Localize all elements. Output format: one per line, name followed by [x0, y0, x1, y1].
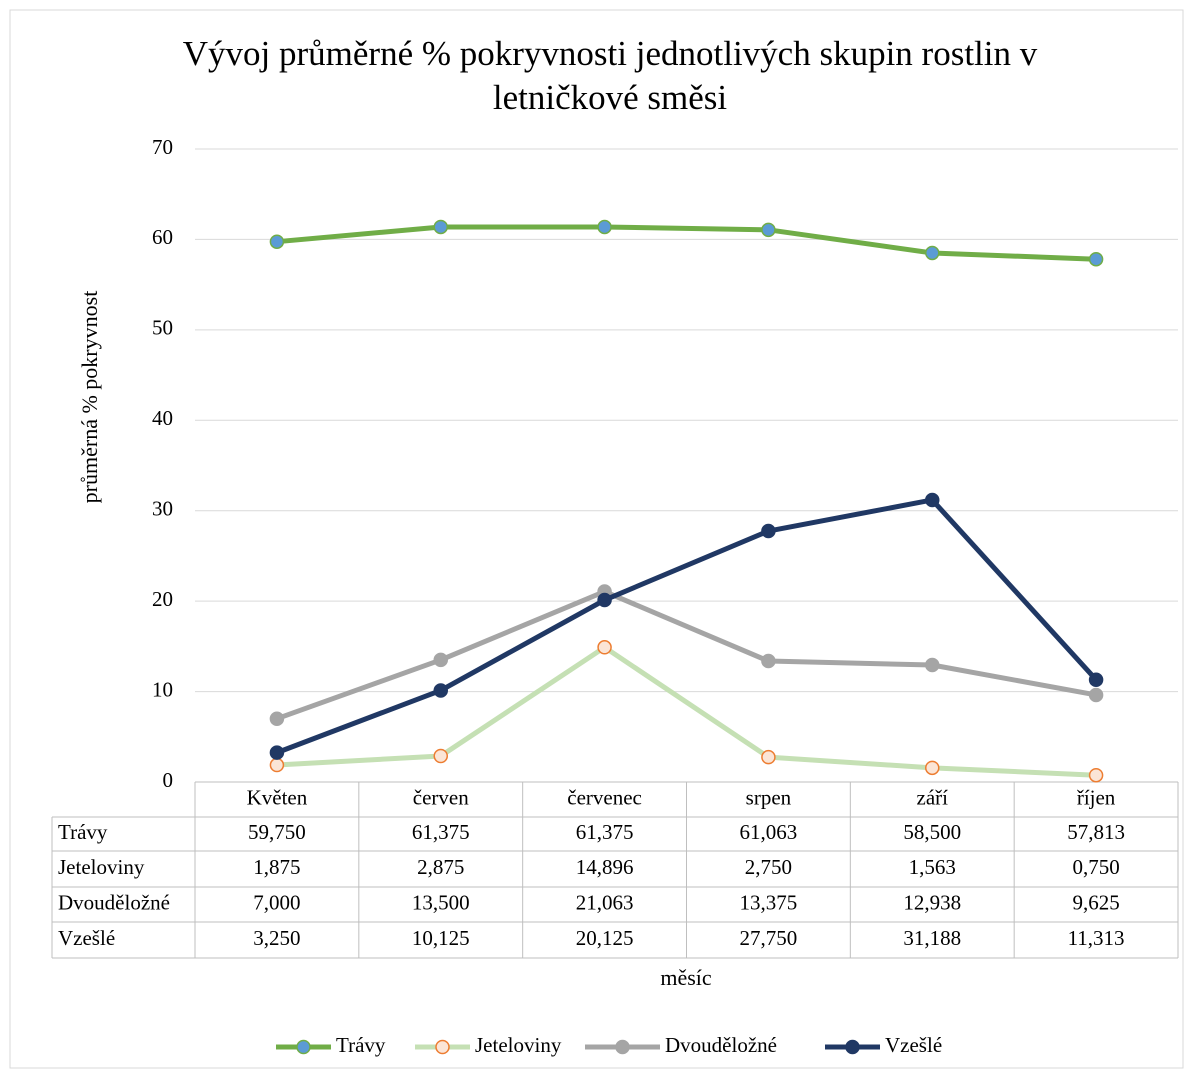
table-cell: 57,813 [1067, 820, 1125, 844]
table-cell: 0,750 [1072, 855, 1119, 879]
series-marker [269, 745, 285, 760]
y-tick-label: 30 [152, 497, 173, 521]
legend-marker [296, 1039, 311, 1055]
legend-label: Jeteloviny [475, 1033, 562, 1057]
table-cell: 59,750 [248, 820, 306, 844]
y-tick-label: 0 [163, 768, 174, 792]
y-axis-label: průměrná % pokryvnost [77, 291, 102, 504]
series-marker [433, 219, 448, 235]
series-marker [761, 523, 776, 539]
x-axis-label: měsíc [660, 965, 712, 990]
legend-label: Trávy [336, 1033, 386, 1057]
series-marker [761, 222, 776, 238]
table-cell: 21,063 [576, 890, 634, 914]
table-cell: 61,375 [412, 820, 470, 844]
y-tick-label: 50 [152, 316, 173, 340]
series-marker [597, 219, 612, 235]
table-cell: 9,625 [1072, 890, 1119, 914]
x-tick-label: Květen [247, 785, 308, 809]
table-row-label: Dvouděložné [58, 890, 170, 914]
series-marker [597, 640, 612, 655]
x-tick-label: srpen [746, 785, 792, 809]
series-marker [1088, 767, 1104, 783]
legend-marker [435, 1039, 450, 1055]
series-marker [597, 592, 612, 608]
table-row-label: Jeteloviny [58, 855, 145, 879]
table-cell: 13,500 [412, 890, 470, 914]
y-tick-label: 40 [152, 406, 173, 430]
legend-label: Dvouděložné [665, 1033, 777, 1057]
chart-frame [9, 9, 1184, 1069]
table-cell: 3,250 [253, 926, 300, 950]
series-marker [925, 245, 940, 261]
series-marker [925, 657, 940, 673]
series-marker [433, 652, 448, 668]
x-tick-label: červen [413, 785, 469, 809]
table-cell: 13,375 [740, 890, 798, 914]
table-cell: 61,375 [576, 820, 634, 844]
series-marker [433, 683, 448, 698]
table-cell: 61,063 [740, 820, 798, 844]
series-marker [925, 760, 940, 776]
series-marker [269, 711, 285, 726]
y-tick-label: 10 [152, 677, 173, 701]
table-cell: 1,875 [253, 855, 300, 879]
y-tick-label: 70 [152, 135, 173, 159]
y-tick-label: 20 [152, 587, 173, 611]
table-row-label: Vzešlé [58, 926, 115, 950]
table-row-label: Trávy [58, 820, 108, 844]
table-cell: 2,750 [745, 855, 792, 879]
series-line [276, 224, 1097, 262]
x-tick-label: červenec [567, 785, 642, 809]
x-tick-label: září [917, 785, 949, 809]
legend-marker [845, 1039, 860, 1055]
table-cell: 2,875 [417, 855, 464, 879]
table-cell: 14,896 [576, 855, 634, 879]
chart-title: Vývoj průměrné % pokryvnosti jednotlivýc… [182, 34, 1038, 117]
series-marker [269, 757, 285, 773]
series-marker [761, 653, 776, 669]
series-marker [1088, 672, 1104, 687]
table-cell: 12,938 [903, 890, 961, 914]
series-marker [1088, 687, 1104, 703]
table-cell: 27,750 [740, 926, 798, 950]
series-marker [761, 749, 776, 765]
table-cell: 31,188 [903, 926, 961, 950]
legend-label: Vzešlé [885, 1033, 942, 1057]
y-tick-label: 60 [152, 225, 173, 249]
table-cell: 11,313 [1068, 926, 1125, 950]
series-marker [269, 234, 285, 249]
series-line [276, 497, 1098, 755]
table-cell: 1,563 [909, 855, 956, 879]
table-cell: 20,125 [576, 926, 634, 950]
series-line [276, 644, 1097, 778]
table-cell: 7,000 [253, 890, 300, 914]
legend-marker [615, 1039, 630, 1055]
series-marker [433, 748, 448, 764]
series-line [276, 589, 1097, 722]
table-cell: 10,125 [412, 926, 470, 950]
x-tick-label: říjen [1077, 785, 1116, 809]
series-marker [925, 492, 940, 508]
series-marker [1088, 251, 1104, 267]
table-cell: 58,500 [903, 820, 961, 844]
